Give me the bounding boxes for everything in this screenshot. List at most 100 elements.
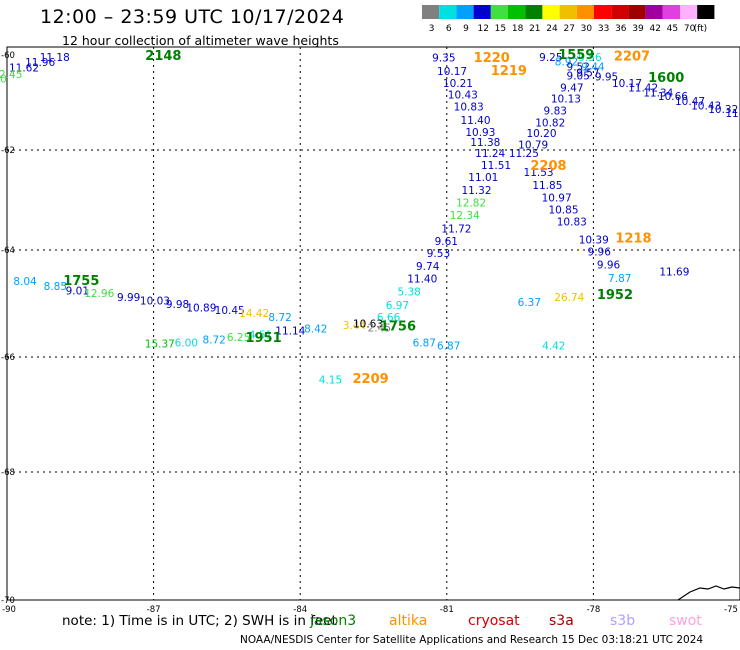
wave-height-value: 12.34 (450, 210, 480, 222)
wave-height-value: 10.03 (140, 296, 170, 308)
wave-height-value: 10.21 (443, 78, 473, 90)
wave-height-value: 8.42 (304, 323, 327, 335)
pass-time-label: 1218 (615, 232, 651, 247)
colorbar-swatch (645, 5, 663, 19)
wave-height-value: 10.93 (465, 127, 495, 139)
pass-time-label: 1559 (558, 48, 594, 63)
wave-height-value: 8.72 (268, 312, 291, 324)
wave-height-value: 9.05 (567, 71, 590, 83)
colorbar-swatch (611, 5, 629, 19)
wave-height-value: 15.37 (145, 338, 175, 350)
wave-height-value: 10.17 (612, 78, 642, 90)
wave-height-value: 26.74 (554, 292, 584, 304)
wave-height-value: 9.74 (416, 261, 440, 273)
wave-height-value: 4.15 (319, 374, 342, 386)
wave-height-value: 11.96 (25, 57, 55, 69)
wave-height-value: 6.66 (377, 312, 401, 324)
colorbar-label: 9 (463, 24, 469, 34)
wave-height-value: 9.44 (581, 62, 605, 74)
colorbar-label: 30 (581, 24, 593, 34)
colorbar-label: 42 (649, 24, 660, 34)
pass-time-label: 1219 (491, 64, 527, 79)
wave-height-value: 9.25 (539, 52, 562, 64)
lat-tick-label: -70 (1, 596, 15, 606)
wave-height-colorbar: 3 6 9 12 15 18 21 24 27 30 33 36 39 42 45 70(ft) (422, 5, 715, 34)
wave-height-value: 11.53 (524, 167, 554, 179)
wave-height-value: 10.32 (708, 104, 738, 116)
wave-height-value: 12.82 (456, 198, 486, 210)
wave-height-value: 3.44 (343, 320, 367, 332)
wave-height-value: 11.62 (9, 63, 39, 75)
wave-height-value: 10.20 (526, 128, 556, 140)
wave-height-value: 10.85 (548, 205, 578, 217)
wave-height-value: 12.96 (84, 288, 114, 300)
wave-height-value: 12.45 (0, 69, 22, 81)
wave-height-value: 9.47 (560, 83, 583, 95)
pass-time-label: 1220 (474, 51, 510, 66)
lon-tick-label: -75 (724, 605, 738, 612)
wave-height-value: 9.61 (435, 236, 458, 248)
wave-height-value: 11.3 (725, 108, 740, 120)
wave-height-value: 10.63 (353, 319, 383, 331)
lon-tick-label: -84 (293, 605, 307, 612)
pass-time-label: 2209 (352, 372, 388, 387)
mission-label-swot: swot (669, 613, 702, 629)
wave-height-value: 10.45 (215, 305, 245, 317)
colorbar-swatch (525, 5, 543, 19)
colorbar-label: 33 (598, 24, 609, 34)
wave-height-value: 4.42 (542, 341, 565, 353)
wave-height-value: 11.32 (461, 185, 491, 197)
altimeter-map: -90 -87 -84 -81 -78 -75 -60 -62 -64 -66 -68 -70 11.… (0, 46, 740, 612)
lat-tick-label: -68 (1, 468, 15, 478)
wave-height-value: 9.99 (117, 292, 140, 304)
wave-height-value: 10.82 (535, 117, 565, 129)
wave-height-value: 10.83 (454, 102, 484, 114)
wave-height-value: 14.42 (239, 308, 269, 320)
coastline-fragment (677, 585, 740, 601)
map-frame (6, 46, 740, 601)
colorbar-swatch (559, 5, 577, 19)
wave-height-value: 9.95 (595, 72, 618, 84)
colorbar-label: 27 (563, 24, 574, 34)
wave-height-value: 11.51 (481, 160, 511, 172)
colorbar-label: 24 (546, 24, 558, 34)
wave-height-value: 6.87 (437, 341, 460, 353)
colorbar-label: 15 (495, 24, 506, 34)
wave-height-value: 9.96 (588, 246, 612, 258)
wave-height-value: 12.50 (0, 74, 7, 86)
mission-label-jason3: jason3 (310, 613, 357, 629)
wave-height-value: 11.85 (532, 180, 562, 192)
colorbar-swatch (456, 5, 474, 19)
wave-height-value: 9.56 (578, 52, 602, 64)
wave-height-value: 9.53 (427, 248, 450, 260)
wave-height-value: 8.92 (555, 56, 578, 68)
wave-height-value: 9.01 (66, 285, 89, 297)
wave-height-value: 6.00 (175, 337, 198, 349)
wave-height-value: 11.24 (475, 148, 505, 160)
wave-height-observations: 11.1811.9611.6212.4512.5013.6214.079.351… (0, 52, 740, 386)
colorbar-swatch (422, 5, 440, 19)
pass-time-label: 2148 (145, 49, 181, 64)
wave-height-value: 10.43 (448, 90, 478, 102)
wave-height-value: 2.45 (368, 322, 391, 334)
wave-height-value: 11.14 (275, 326, 305, 338)
lon-tick-label: -90 (2, 605, 16, 612)
colorbar-label: 6 (446, 24, 452, 34)
lat-lon-grid (7, 47, 740, 600)
colorbar-swatch (542, 5, 560, 19)
colorbar-label: 70 (684, 24, 696, 34)
colorbar-swatch (697, 5, 715, 19)
wave-height-value: 11.38 (470, 137, 500, 149)
colorbar-label: 21 (529, 24, 540, 34)
axis-ticks: -90 -87 -84 -81 -78 -75 -60 -62 -64 -66 -68 -70 (1, 51, 738, 612)
mission-label-altika: altika (389, 613, 428, 629)
wave-height-value: 9.83 (544, 105, 567, 117)
colorbar-label: 36 (615, 24, 627, 34)
colorbar-swatch (594, 5, 612, 19)
wave-height-value: 8.72 (202, 335, 225, 347)
wave-height-value: 10.17 (437, 66, 467, 78)
wave-height-value: 9.52 (567, 62, 590, 74)
colorbar-label: 3 (429, 24, 435, 34)
mission-label-cryosat: cryosat (468, 613, 520, 629)
